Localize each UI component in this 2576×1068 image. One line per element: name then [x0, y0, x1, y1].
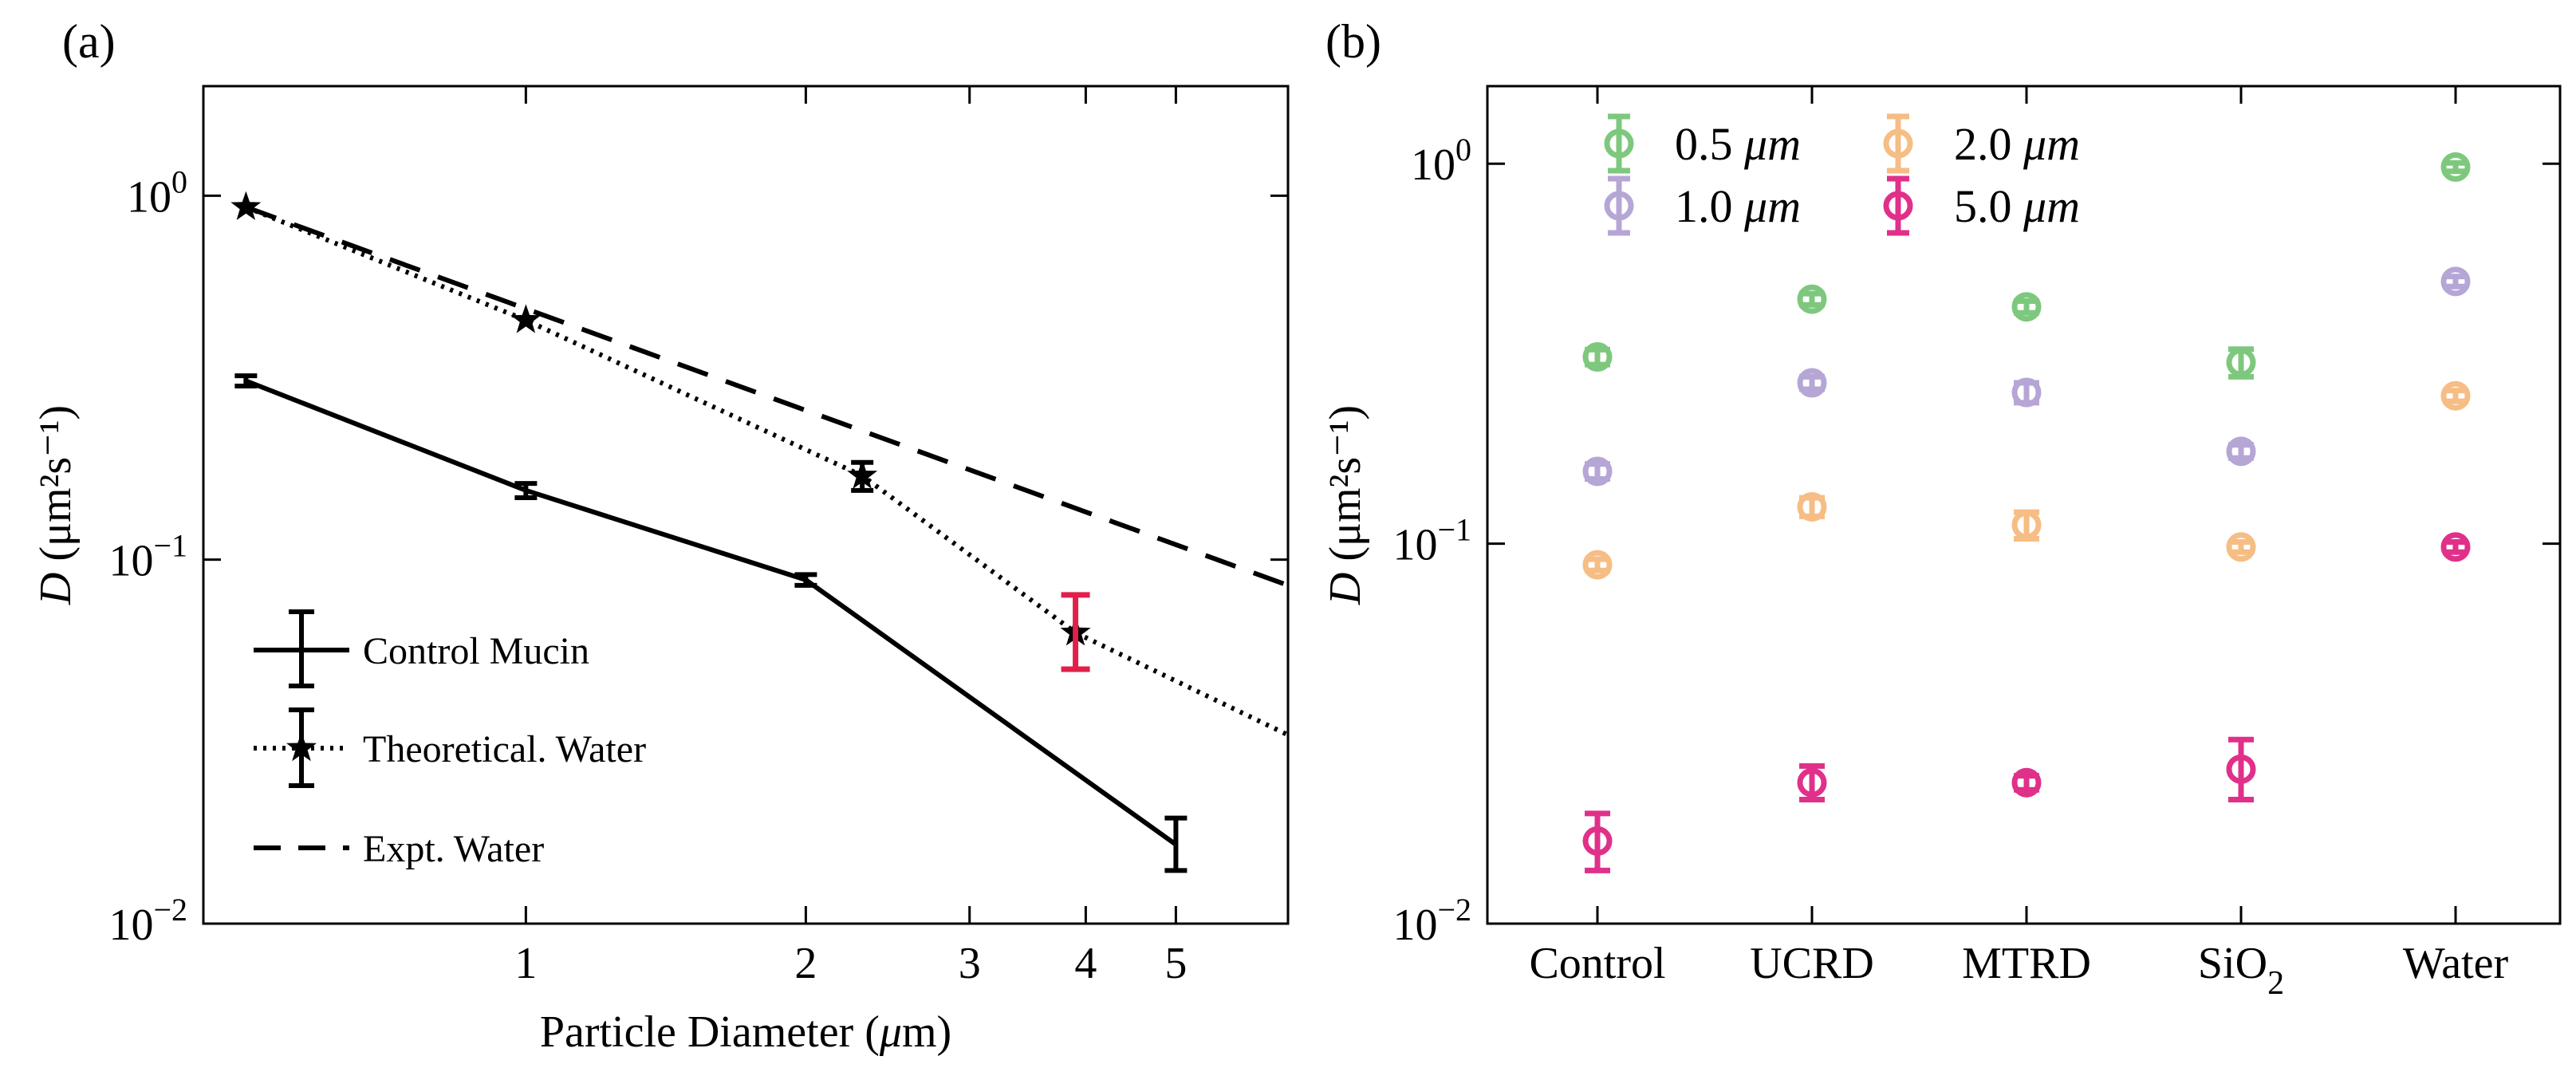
panel-b-legend: 0.5 μm 1.0 μm 2.0 μm 5.0 μm — [1604, 113, 2080, 236]
point-0-5um-mtrd — [2011, 292, 2042, 322]
y-tick-label: 10−1 — [108, 528, 187, 586]
point-5-0um-control — [1582, 826, 1613, 856]
panel-b-label: (b) — [1325, 15, 1381, 68]
y-tick-label: 10−2 — [108, 892, 187, 950]
panel-b-plot-frame — [1486, 85, 2562, 925]
legend-entry-2-0um: 2.0 μm — [1883, 113, 2080, 174]
point-1-0um-water — [2440, 266, 2471, 297]
x-tick-label: 3 — [959, 939, 981, 988]
x-tick-label: 4 — [1074, 939, 1097, 988]
x-category-label: Water — [2403, 939, 2509, 988]
legend-entry-expt-water: Expt. Water — [254, 828, 544, 870]
y-tick-label: 100 — [127, 164, 187, 222]
legend-label-theoretical-water: Theoretical. Water — [363, 728, 646, 770]
panel-a-plot-frame — [202, 85, 1290, 925]
point-1-0um-ucrd — [1797, 368, 1827, 398]
star-marker-theoretical-water — [510, 304, 542, 333]
x-tick-label: 2 — [794, 939, 817, 988]
legend-marker — [1604, 191, 1634, 221]
legend-entry-5-0um: 5.0 μm — [1883, 175, 2080, 236]
panel-a-legend: Control Mucin Theoretical. Water Expt. W… — [254, 609, 646, 870]
panel-a-x-axis-label: Particle Diameter (μm) — [540, 1007, 951, 1057]
point-5-0um-sio — [2226, 754, 2256, 784]
legend-entry-control-mucin: Control Mucin — [254, 609, 589, 688]
point-5-0um-ucrd — [1797, 767, 1827, 798]
legend-marker — [1883, 128, 1913, 159]
legend-label: 1.0 μm — [1675, 180, 1801, 232]
point-2-0um-ucrd — [1797, 491, 1827, 522]
legend-label: 2.0 μm — [1954, 118, 2080, 170]
legend-label-control-mucin: Control Mucin — [363, 630, 589, 672]
series-line-expt-water — [245, 204, 1288, 588]
panel-a: (a) 1 2 3 4 5 10−2 10−1 100 Particle Diameter … — [31, 15, 1290, 1057]
point-2-0um-water — [2440, 380, 2471, 411]
point-2-0um-sio — [2226, 532, 2256, 562]
series-line-control-mucin — [245, 378, 1178, 847]
point-0-5um-ucrd — [1797, 284, 1827, 314]
point-2-0um-control — [1582, 550, 1613, 580]
y-tick-label: 10−2 — [1392, 892, 1471, 950]
y-tick-label: 100 — [1411, 132, 1471, 190]
panel-b-y-axis-label: D(μm²s⁻¹) — [1321, 405, 1370, 605]
point-2-0um-mtrd — [2011, 510, 2042, 540]
legend-marker — [1883, 191, 1913, 221]
point-0-5um-sio — [2226, 347, 2256, 377]
point-0-5um-water — [2440, 152, 2471, 182]
legend-entry-1-0um: 1.0 μm — [1604, 175, 1801, 236]
legend-entry-theoretical-water: Theoretical. Water — [254, 707, 646, 788]
point-5-0um-water — [2440, 532, 2471, 562]
legend-label-expt-water: Expt. Water — [363, 828, 544, 870]
x-tick-label: 1 — [514, 939, 537, 988]
point-1-0um-control — [1582, 456, 1613, 487]
x-category-label: Control — [1529, 939, 1665, 988]
legend-label: 0.5 μm — [1675, 118, 1801, 170]
star-marker-theoretical-water — [230, 191, 262, 220]
x-category-label: MTRD — [1962, 939, 2091, 988]
point-0-5um-control — [1582, 342, 1613, 372]
x-category-label: SiO2 — [2198, 939, 2284, 1002]
y-tick-label: 10−1 — [1392, 512, 1471, 570]
panel-b: (b) Control UCRD MTRD SiO2 Water 10−2 10−1 100… — [1321, 15, 2562, 1002]
point-1-0um-sio — [2226, 436, 2256, 467]
x-category-label: UCRD — [1750, 939, 1874, 988]
legend-star-marker — [286, 732, 317, 762]
panel-a-label: (a) — [62, 15, 116, 68]
legend-marker — [1604, 128, 1634, 159]
legend-entry-0-5um: 0.5 μm — [1604, 113, 1801, 174]
panel-a-y-axis-label: D(μm²s⁻¹) — [31, 405, 81, 605]
x-tick-label: 5 — [1164, 939, 1187, 988]
star-marker-theoretical-water — [847, 459, 878, 489]
point-5-0um-mtrd — [2011, 767, 2042, 798]
point-1-0um-mtrd — [2011, 377, 2042, 408]
legend-label: 5.0 μm — [1954, 180, 2080, 232]
